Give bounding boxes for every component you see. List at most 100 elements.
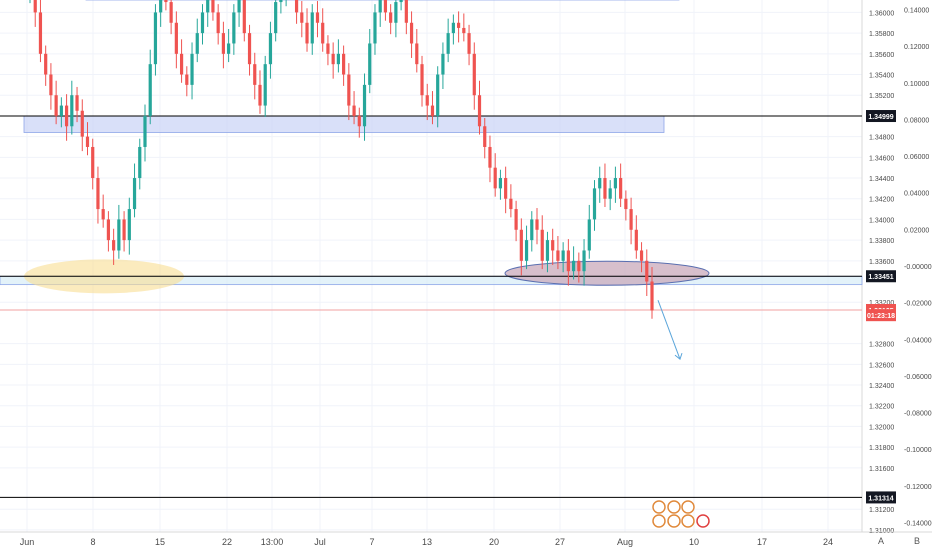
candle-body <box>373 12 377 44</box>
candle-body <box>164 0 168 3</box>
candle-body <box>101 209 105 220</box>
candle-body <box>441 53 445 75</box>
candle-body <box>300 12 304 23</box>
candle-body <box>38 12 43 54</box>
candle-body <box>650 281 654 311</box>
candle-body <box>132 178 137 210</box>
candle-body <box>153 12 158 65</box>
candle-body <box>174 22 178 54</box>
candle-body <box>488 146 492 168</box>
candle-body <box>64 105 69 127</box>
y-tick-label: 1.34600 <box>869 155 894 162</box>
candle-body <box>247 33 252 65</box>
price-label-tag <box>866 270 896 283</box>
candle-body <box>232 12 236 44</box>
candle-body <box>598 178 602 189</box>
y-secondary-tick-label: 0.08000 <box>904 117 929 124</box>
candle-body <box>179 53 184 75</box>
x-tick-label: 20 <box>489 537 499 547</box>
event-flag-icon <box>667 500 681 514</box>
candle-body <box>566 250 570 272</box>
x-tick-label: 13:00 <box>261 537 284 547</box>
candle-body <box>268 33 273 65</box>
y-tick-label: 1.35400 <box>869 73 894 80</box>
candle-body <box>331 53 335 65</box>
y-secondary-tick-label: -0.06000 <box>904 374 932 381</box>
y-tick-label: 1.33200 <box>869 300 894 307</box>
y-secondary-tick-label: 0.04000 <box>904 191 929 198</box>
candle-body <box>117 219 121 251</box>
candle-body <box>645 260 649 282</box>
candle-body <box>85 136 90 147</box>
candle-body <box>493 167 497 189</box>
candle-body <box>315 12 320 23</box>
candle-body <box>274 2 278 34</box>
candle-body <box>96 178 100 210</box>
candle-body <box>524 240 529 261</box>
candle-body <box>206 0 210 13</box>
candle-body <box>483 126 487 147</box>
x-tick-label: 24 <box>823 537 833 547</box>
candle-body <box>237 0 241 13</box>
x-tick-label: Jul <box>314 537 326 547</box>
candle-body <box>347 74 351 106</box>
candle-body <box>263 64 267 106</box>
candle-body <box>561 250 565 261</box>
auto-scale-button[interactable]: A <box>877 536 884 546</box>
event-flag-icon <box>652 514 666 528</box>
y-tick-label: 1.31600 <box>869 466 894 473</box>
y-secondary-tick-label: 0.14000 <box>904 8 929 15</box>
candle-body <box>70 95 74 127</box>
candle-body <box>519 229 523 261</box>
candle-body <box>200 12 205 34</box>
candle-body <box>253 64 257 85</box>
candle-body <box>477 95 482 127</box>
candle-body <box>326 43 330 54</box>
candle-body <box>342 53 346 75</box>
candle-body <box>587 219 591 251</box>
y-tick-label: 1.33800 <box>869 238 894 245</box>
y-secondary-tick-label: 0.10000 <box>904 81 929 88</box>
y-secondary-tick-label: 0.02000 <box>904 227 929 234</box>
candle-body <box>211 0 215 13</box>
candle-body <box>404 0 408 23</box>
candle-body <box>91 146 95 179</box>
candle-body <box>44 53 48 75</box>
candle-body <box>530 219 534 241</box>
price-label-tag <box>866 110 896 123</box>
y-tick-label: 1.32800 <box>869 342 894 349</box>
x-tick-label: 10 <box>689 537 699 547</box>
highlight-ellipse <box>504 260 710 286</box>
candle-body <box>216 12 220 34</box>
candle-body <box>514 209 518 230</box>
y-secondary-tick-label: -0.12000 <box>904 484 932 491</box>
y-secondary-tick-label: -0.00000 <box>904 264 932 271</box>
y-tick-label: 1.35200 <box>869 93 894 100</box>
support-resistance-zone <box>23 115 665 133</box>
candle-body <box>545 240 550 261</box>
candle-body <box>310 12 314 44</box>
candle-body <box>258 84 262 106</box>
y-tick-label: 1.34400 <box>869 176 894 183</box>
candle-body <box>138 146 142 179</box>
candle-body <box>629 209 633 230</box>
event-flag-icon <box>681 500 695 514</box>
price-label-text: 1.33451 <box>868 274 893 281</box>
candle-body <box>409 22 414 44</box>
candle-body <box>577 260 581 272</box>
trend-arrow <box>657 299 681 360</box>
candle-body <box>169 2 173 23</box>
candle-body <box>336 53 340 65</box>
candle-body <box>190 53 194 85</box>
candle-body <box>122 219 126 241</box>
y-secondary-tick-label: 0.12000 <box>904 44 929 51</box>
y-tick-label: 1.34800 <box>869 135 894 142</box>
y-tick-label: 1.31800 <box>869 445 894 452</box>
candle-body <box>362 84 367 127</box>
log-scale-button[interactable]: B <box>913 536 920 546</box>
y-secondary-tick-label: -0.04000 <box>904 337 932 344</box>
x-tick-label: 7 <box>369 537 374 547</box>
candle-body <box>467 33 471 54</box>
